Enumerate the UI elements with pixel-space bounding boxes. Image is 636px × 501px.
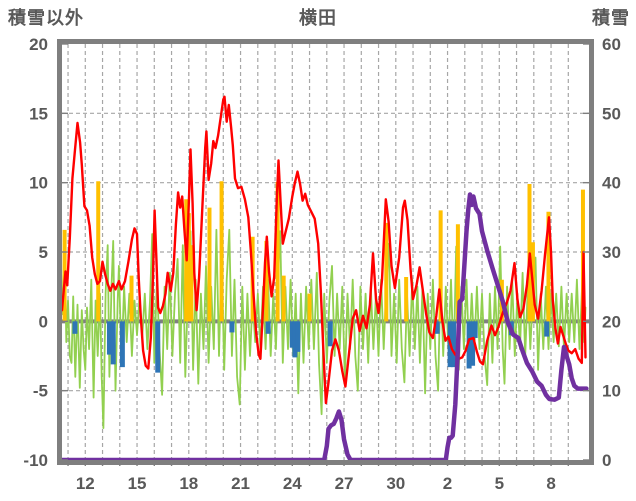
y-left-tick-label: -5	[33, 382, 48, 401]
x-tick-label: 2	[443, 474, 452, 493]
y-right-tick-label: 40	[602, 174, 621, 193]
plot-frame	[57, 39, 594, 465]
snow-depth-line	[59, 192, 589, 463]
y-left-tick-label: 5	[39, 243, 48, 262]
y-left-tick-label: 0	[39, 312, 48, 331]
y-right-tick-label: 50	[602, 104, 621, 123]
temperature-line	[60, 95, 587, 405]
x-tick-label: 21	[231, 474, 250, 493]
x-tick-label: 24	[283, 474, 302, 493]
y-right-tick-label: 60	[602, 35, 621, 54]
x-tick-label: 12	[76, 474, 95, 493]
x-tick-label: 27	[335, 474, 354, 493]
x-tick-label: 18	[179, 474, 198, 493]
chart-title: 横田	[299, 8, 337, 28]
y-left-tick-label: 20	[29, 35, 48, 54]
left-axis-title: 積雪以外	[8, 8, 84, 28]
right-axis-title: 積雪	[592, 8, 630, 28]
y-right-tick-label: 20	[602, 312, 621, 331]
y-left-tick-label: 15	[29, 104, 48, 123]
y-left-tick-label: -10	[23, 451, 48, 470]
y-right-tick-label: 10	[602, 382, 621, 401]
y-right-tick-label: 30	[602, 243, 621, 262]
x-tick-label: 15	[128, 474, 147, 493]
x-tick-label: 30	[386, 474, 405, 493]
x-tick-label: 5	[495, 474, 504, 493]
x-tick-label: 8	[546, 474, 555, 493]
y-left-tick-label: 10	[29, 174, 48, 193]
y-right-tick-label: 0	[602, 451, 611, 470]
